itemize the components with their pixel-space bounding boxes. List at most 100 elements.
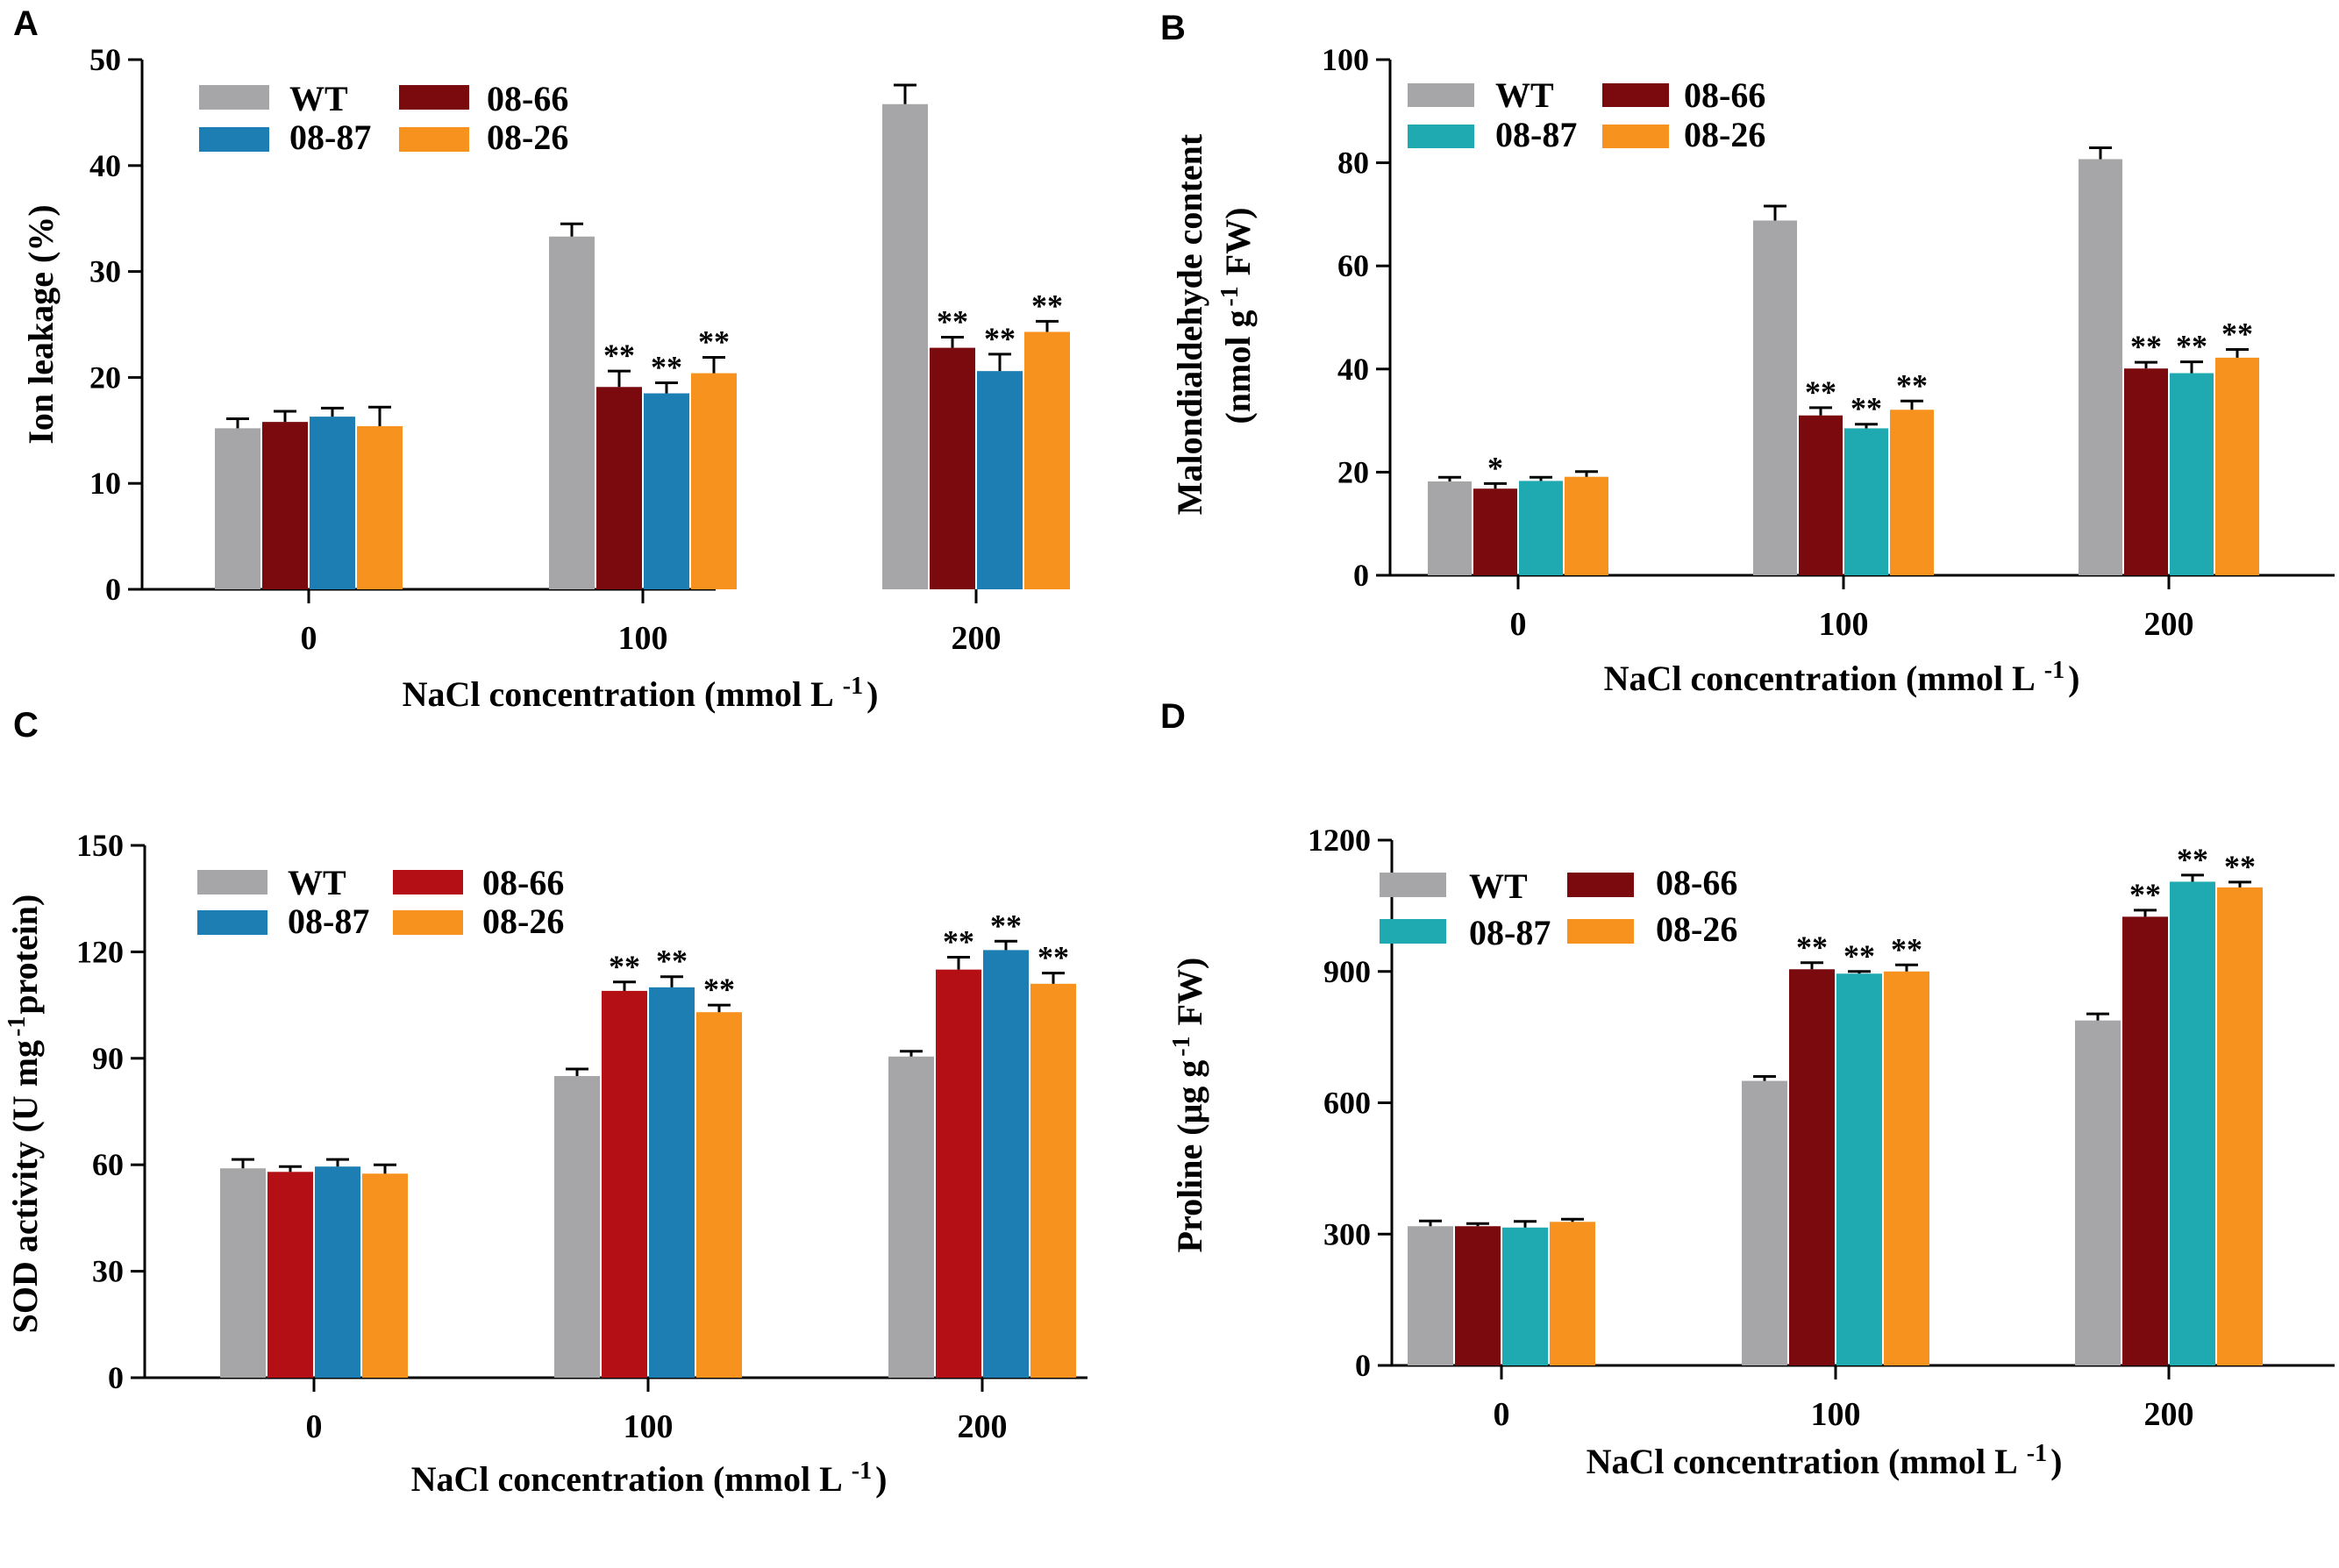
- y-tick-label: 0: [108, 1360, 124, 1395]
- significance-label: *: [1487, 450, 1503, 485]
- y-axis-label-line2-tail: FW): [1218, 207, 1258, 284]
- legend-swatch: [1567, 919, 1634, 944]
- y-axis-label-line2-sup: -1: [1216, 286, 1244, 306]
- bar: [1550, 1222, 1595, 1365]
- bar: [310, 417, 355, 589]
- bar: [644, 393, 689, 589]
- legend-swatch: [1602, 83, 1669, 107]
- bar: [315, 1166, 360, 1378]
- significance-label: **: [703, 972, 735, 1007]
- bar: [1502, 1227, 1548, 1365]
- legend-swatch: [199, 127, 269, 152]
- y-tick-label: 60: [1337, 248, 1369, 283]
- bar: [1742, 1080, 1787, 1365]
- bar: [1844, 428, 1888, 575]
- significance-label: **: [1796, 930, 1828, 965]
- bar: [602, 990, 647, 1378]
- legend-label: 08-66: [482, 863, 564, 902]
- y-tick-label: 0: [1353, 558, 1369, 593]
- x-axis-label: NaCl concentration (mmol L -1): [1587, 1440, 2063, 1481]
- legend-swatch: [1602, 125, 1669, 148]
- bar: [1890, 410, 1934, 575]
- bar: [220, 1168, 266, 1378]
- x-tick-label: 200: [952, 620, 1002, 657]
- bar: [2124, 368, 2168, 575]
- significance-label: **: [943, 923, 974, 959]
- bar: [1753, 220, 1797, 575]
- bar: [1024, 331, 1070, 589]
- y-tick-label: 80: [1337, 146, 1369, 181]
- significance-label: **: [1851, 391, 1882, 426]
- y-tick-label: 40: [1337, 352, 1369, 387]
- x-tick-label: 100: [1811, 1396, 1861, 1433]
- significance-label: **: [656, 944, 688, 979]
- legend-label: 08-66: [487, 79, 568, 118]
- panel-c: C 0 30 60 90 120 150 0 100 200 ** ** ** ** ** ** WT 08-66…: [4, 706, 1087, 1499]
- legend-swatch: [393, 910, 463, 935]
- x-axis-label: NaCl concentration (mmol L -1): [411, 1458, 888, 1499]
- legend-label: 08-26: [482, 902, 564, 941]
- panel-d: D 0 300 600 900 1200 0 100 200 ** ** ** ** ** ** WT 08-6…: [1160, 697, 2335, 1481]
- x-axis-label: NaCl concentration (mmol L -1): [1604, 657, 2080, 698]
- bar: [262, 422, 308, 589]
- legend-label: 08-87: [289, 118, 371, 157]
- bar: [1473, 488, 1517, 575]
- significance-label: **: [603, 338, 635, 373]
- significance-label: **: [651, 349, 682, 384]
- legend-label: WT: [1469, 866, 1528, 906]
- y-axis-label-line2: (nmol g-1 FW): [1216, 207, 1258, 424]
- legend-swatch: [393, 870, 463, 894]
- bar: [357, 425, 403, 589]
- x-axis-label-close: ): [866, 674, 878, 714]
- bar: [362, 1173, 408, 1378]
- y-tick-label: 0: [105, 572, 121, 607]
- legend-swatch: [399, 85, 469, 110]
- legend-label: 08-87: [1495, 115, 1577, 154]
- x-tick-label: 0: [301, 620, 317, 657]
- legend-label: 08-26: [487, 118, 568, 157]
- panel-letter: B: [1160, 9, 1186, 47]
- y-tick-label: 30: [92, 1254, 124, 1289]
- y-tick-label: 900: [1323, 954, 1371, 989]
- significance-label: **: [1891, 931, 1922, 966]
- x-tick-label: 100: [624, 1408, 674, 1445]
- bar: [1836, 973, 1882, 1365]
- y-tick-label: 40: [89, 148, 121, 183]
- bar: [554, 1076, 600, 1378]
- x-axis-label-close: ): [875, 1459, 887, 1499]
- y-axis-label: Proline (μg g-1 FW): [1168, 958, 1209, 1253]
- y-tick-label: 10: [89, 466, 121, 501]
- y-axis-label: Ion leakage (%): [21, 204, 61, 444]
- bar: [1789, 969, 1835, 1365]
- significance-label: **: [1031, 288, 1063, 323]
- bar: [930, 347, 975, 589]
- bar: [1455, 1226, 1501, 1365]
- significance-label: **: [1843, 938, 1875, 973]
- panel-letter: A: [13, 4, 39, 43]
- y-tick-label: 50: [89, 42, 121, 77]
- y-axis-label-sup: -1: [1168, 1036, 1195, 1056]
- y-tick-label: 300: [1323, 1216, 1371, 1251]
- y-tick-label: 90: [92, 1041, 124, 1076]
- x-axis-label: NaCl concentration (mmol L -1): [403, 673, 879, 714]
- legend-label: 08-87: [288, 902, 369, 941]
- significance-label: **: [937, 303, 968, 339]
- significance-label: **: [1805, 374, 1836, 410]
- legend-label: WT: [288, 863, 346, 902]
- legend-swatch: [197, 910, 267, 935]
- bar: [2217, 887, 2263, 1365]
- bar: [696, 1012, 742, 1378]
- legend-swatch: [1380, 919, 1446, 944]
- significance-label: **: [2224, 849, 2256, 884]
- significance-label: **: [2129, 877, 2161, 912]
- legend-label: 08-26: [1656, 909, 1737, 949]
- y-tick-label: 1200: [1308, 823, 1371, 858]
- legend-label: WT: [289, 79, 348, 118]
- significance-label: **: [984, 321, 1016, 356]
- bar: [2122, 916, 2168, 1365]
- x-tick-label: 100: [618, 620, 668, 657]
- legend-swatch: [1380, 873, 1446, 897]
- y-tick-label: 20: [1337, 454, 1369, 489]
